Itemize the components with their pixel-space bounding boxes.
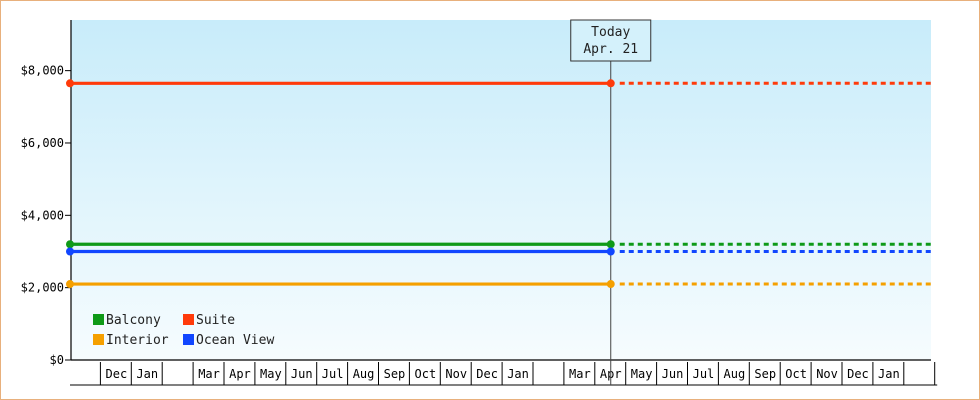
x-tick-label: Jan: [136, 367, 158, 381]
x-tick-label: Aug: [353, 367, 375, 381]
x-tick-label: Nov: [816, 367, 838, 381]
x-tick-label: Nov: [445, 367, 467, 381]
y-tick-label: $0: [50, 353, 64, 367]
series-point-ocean-view: [606, 247, 615, 256]
x-tick-label: Oct: [415, 367, 437, 381]
legend-swatch-balcony: [93, 314, 104, 325]
x-tick-label: Dec: [106, 367, 128, 381]
x-tick-label: May: [260, 367, 282, 381]
today-label: Today: [591, 25, 630, 40]
x-tick-label: Sep: [754, 367, 776, 381]
x-tick-label: Sep: [384, 367, 406, 381]
series-point-interior: [66, 280, 74, 289]
y-tick-label: $8,000: [21, 64, 64, 78]
today-label-box: [570, 19, 652, 62]
legend-swatch-ocean-view: [183, 334, 194, 345]
series-point-interior: [606, 280, 615, 289]
legend-label-interior: Interior: [106, 333, 169, 348]
x-tick-label: Jan: [878, 367, 900, 381]
series-point-suite: [66, 79, 74, 88]
legend-swatch-interior: [93, 334, 104, 345]
x-tick-label: Aug: [724, 367, 746, 381]
x-tick-label: Jan: [507, 367, 529, 381]
x-tick-label: Mar: [198, 367, 220, 381]
x-tick-label: Apr: [229, 367, 251, 381]
x-tick-label: Jun: [662, 367, 684, 381]
legend-label-balcony: Balcony: [106, 313, 161, 328]
x-tick-label: Jul: [693, 367, 715, 381]
plot-background: [71, 20, 931, 360]
y-tick-label: $4,000: [21, 208, 64, 222]
today-date-label: Apr. 21: [583, 42, 638, 57]
legend-label-suite: Suite: [196, 313, 235, 328]
x-tick-label: Mar: [569, 367, 591, 381]
series-point-balcony: [606, 240, 615, 249]
y-tick-label: $2,000: [21, 281, 64, 295]
legend-swatch-suite: [183, 314, 194, 325]
x-tick-label: May: [631, 367, 653, 381]
x-tick-label: Dec: [476, 367, 498, 381]
x-tick-label: Oct: [785, 367, 807, 381]
series-point-balcony: [66, 240, 74, 249]
x-tick-label: Dec: [847, 367, 869, 381]
legend-label-ocean-view: Ocean View: [196, 333, 274, 348]
series-point-suite: [606, 79, 615, 88]
series-point-ocean-view: [66, 247, 74, 256]
x-tick-label: Jun: [291, 367, 313, 381]
x-tick-label: Jul: [322, 367, 344, 381]
y-tick-label: $6,000: [21, 136, 64, 150]
